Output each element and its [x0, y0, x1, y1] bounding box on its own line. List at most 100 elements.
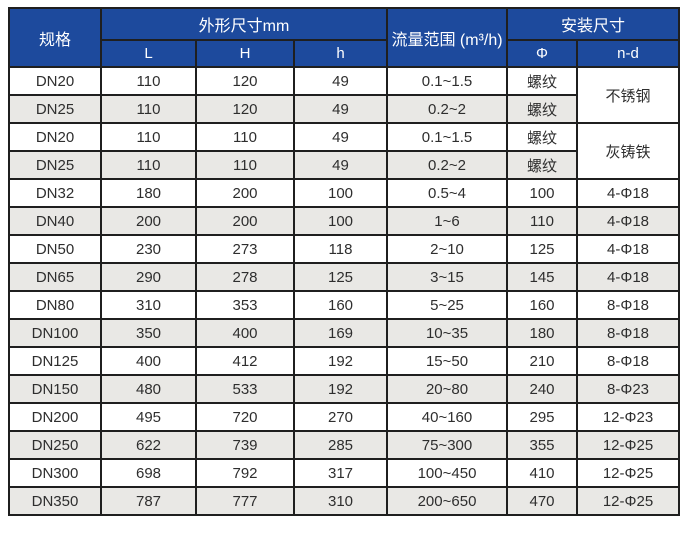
dim-h-cell: 270 — [292, 402, 389, 432]
bolt-spec-cell: 12-Φ25 — [576, 486, 681, 516]
flow-range-cell: 1~6 — [386, 206, 509, 236]
dim-H-cell: 777 — [195, 486, 295, 516]
spec-cell: DN32 — [8, 178, 102, 208]
table-row: DN350 787 777 310 200~650 470 12-Φ25 — [8, 486, 681, 516]
flow-range-cell: 100~450 — [386, 458, 509, 488]
dim-h-cell: 317 — [292, 458, 389, 488]
dim-L-cell: 698 — [100, 458, 197, 488]
dim-H-cell: 200 — [195, 206, 295, 236]
flow-range-cell: 15~50 — [386, 346, 509, 376]
dim-h-cell: 192 — [292, 346, 389, 376]
spec-cell: DN40 — [8, 206, 102, 236]
table-row: DN32 180 200 100 0.5~4 100 4-Φ18 — [8, 178, 681, 208]
dim-L-cell: 787 — [100, 486, 197, 516]
dim-h-cell: 125 — [292, 262, 389, 292]
dim-H-cell: 120 — [195, 94, 295, 124]
phi-cell: 410 — [506, 458, 579, 488]
bolt-spec-cell: 8-Φ18 — [576, 318, 681, 348]
flow-range-cell: 40~160 — [386, 402, 509, 432]
table-container: 规格 外形尺寸mm 流量范围 (m³/h) 安装尺寸 L H h Φ n-d D… — [8, 7, 681, 516]
dim-L-cell: 110 — [100, 94, 197, 124]
bolt-spec-cell: 12-Φ25 — [576, 458, 681, 488]
spec-cell: DN20 — [8, 66, 102, 96]
dim-h-cell: 310 — [292, 486, 389, 516]
dim-H-cell: 110 — [195, 122, 295, 152]
phi-cell: 螺纹 — [506, 122, 579, 152]
table-row: DN200 495 720 270 40~160 295 12-Φ23 — [8, 402, 681, 432]
table-row: DN25 110 120 49 0.2~2 螺纹 — [8, 94, 679, 124]
dim-L-cell: 110 — [100, 122, 197, 152]
dim-h-cell: 49 — [292, 150, 389, 180]
table-header: 规格 外形尺寸mm 流量范围 (m³/h) 安装尺寸 L H h Φ n-d — [8, 7, 681, 68]
table-row: DN100 350 400 169 10~35 180 8-Φ18 — [8, 318, 681, 348]
bolt-spec-cell: 8-Φ18 — [576, 290, 681, 320]
table-row: DN20 110 110 49 0.1~1.5 螺纹 灰铸铁 — [8, 122, 681, 180]
dim-H-cell: 412 — [195, 346, 295, 376]
spec-cell: DN50 — [8, 234, 102, 264]
flow-range-cell: 20~80 — [386, 374, 509, 404]
dim-h-cell: 118 — [292, 234, 389, 264]
dim-L-cell: 230 — [100, 234, 197, 264]
spec-cell: DN125 — [8, 346, 102, 376]
dim-L-cell: 200 — [100, 206, 197, 236]
dim-H-cell: 533 — [195, 374, 295, 404]
col-header-H: H — [195, 39, 295, 68]
spec-cell: DN80 — [8, 290, 102, 320]
dim-h-cell: 285 — [292, 430, 389, 460]
dim-L-cell: 480 — [100, 374, 197, 404]
phi-cell: 螺纹 — [506, 150, 579, 180]
flow-range-cell: 0.2~2 — [386, 150, 509, 180]
dim-H-cell: 200 — [195, 178, 295, 208]
phi-cell: 125 — [506, 234, 579, 264]
phi-cell: 110 — [506, 206, 579, 236]
spec-cell: DN65 — [8, 262, 102, 292]
bolt-spec-cell: 12-Φ25 — [576, 430, 681, 460]
dim-h-cell: 100 — [292, 178, 389, 208]
dim-L-cell: 310 — [100, 290, 197, 320]
dim-H-cell: 110 — [195, 150, 295, 180]
phi-cell: 295 — [506, 402, 579, 432]
flow-range-cell: 3~15 — [386, 262, 509, 292]
table-row: DN40 200 200 100 1~6 110 4-Φ18 — [8, 206, 681, 236]
flow-range-cell: 2~10 — [386, 234, 509, 264]
dim-L-cell: 110 — [100, 150, 197, 180]
col-header-L: L — [100, 39, 197, 68]
flow-range-cell: 0.1~1.5 — [386, 66, 509, 96]
col-group-install: 安装尺寸 — [506, 7, 681, 41]
spec-cell: DN250 — [8, 430, 102, 460]
col-header-flow-range: 流量范围 (m³/h) — [386, 7, 509, 68]
phi-cell: 160 — [506, 290, 579, 320]
col-header-spec: 规格 — [8, 7, 102, 68]
table-row: DN50 230 273 118 2~10 125 4-Φ18 — [8, 234, 681, 264]
flow-range-cell: 75~300 — [386, 430, 509, 460]
dim-H-cell: 273 — [195, 234, 295, 264]
phi-cell: 100 — [506, 178, 579, 208]
spec-cell: DN350 — [8, 486, 102, 516]
dim-h-cell: 49 — [292, 66, 389, 96]
spec-cell: DN300 — [8, 458, 102, 488]
col-header-n-d: n-d — [576, 39, 681, 68]
dim-H-cell: 792 — [195, 458, 295, 488]
phi-cell: 470 — [506, 486, 579, 516]
table-row: DN300 698 792 317 100~450 410 12-Φ25 — [8, 458, 681, 488]
material-cell: 不锈钢 — [576, 66, 681, 124]
material-cell: 灰铸铁 — [576, 122, 681, 180]
col-header-h: h — [292, 39, 389, 68]
dim-L-cell: 180 — [100, 178, 197, 208]
dim-h-cell: 169 — [292, 318, 389, 348]
phi-cell: 355 — [506, 430, 579, 460]
header-row-subcolumns: L H h Φ n-d — [9, 39, 681, 68]
phi-cell: 螺纹 — [506, 66, 579, 96]
dim-H-cell: 720 — [195, 402, 295, 432]
flow-range-cell: 0.1~1.5 — [386, 122, 509, 152]
bolt-spec-cell: 8-Φ23 — [576, 374, 681, 404]
header-row-groups: 规格 外形尺寸mm 流量范围 (m³/h) 安装尺寸 — [8, 7, 681, 68]
table-row: DN125 400 412 192 15~50 210 8-Φ18 — [8, 346, 681, 376]
col-header-phi: Φ — [506, 39, 579, 68]
spec-cell: DN100 — [8, 318, 102, 348]
dim-L-cell: 495 — [100, 402, 197, 432]
flow-range-cell: 0.5~4 — [386, 178, 509, 208]
dim-L-cell: 110 — [100, 66, 197, 96]
phi-cell: 145 — [506, 262, 579, 292]
table-row: DN65 290 278 125 3~15 145 4-Φ18 — [8, 262, 681, 292]
